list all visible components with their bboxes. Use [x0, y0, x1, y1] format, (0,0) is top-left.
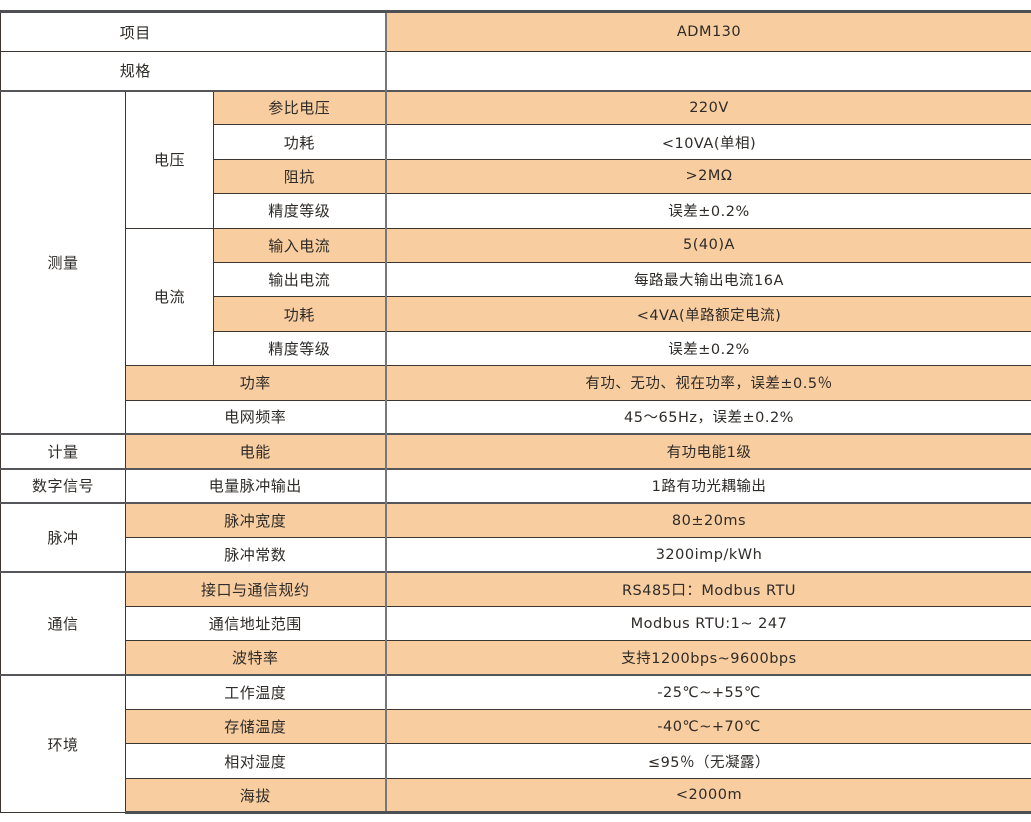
- item-label-cell: 相对湿度: [125, 743, 386, 779]
- section-cell-pulse: 脉冲: [0, 502, 126, 573]
- table-row: 环境 工作温度 -25℃~+55℃: [0, 674, 1031, 814]
- section-cell-digital-signal: 数字信号: [0, 467, 126, 504]
- item-label-cell: 参比电压: [213, 89, 386, 126]
- item-value-cell: 支持1200bps~9600bps: [384, 640, 1031, 676]
- table-row: 波特率 支持1200bps~9600bps: [1, 640, 1031, 676]
- item-label-cell: 输入电流: [213, 227, 386, 263]
- item-value-cell: ≤95％（无凝露）: [384, 743, 1031, 779]
- project-label-cell: 项目: [0, 10, 386, 52]
- table-row: 精度等级 误差±0.2%: [1, 193, 1031, 229]
- table-row: 测量 电压 参比电压 220V: [0, 89, 1031, 435]
- item-value-cell: -25℃~+55℃: [384, 674, 1031, 711]
- item-label-cell: 精度等级: [213, 193, 386, 229]
- table-row: 海拔 <2000m: [1, 777, 1031, 815]
- table-row: 计量 电能 有功电能1级: [0, 433, 1031, 470]
- section-cell-metering: 计量: [0, 433, 126, 470]
- item-label-cell: 接口与通信规约: [125, 570, 386, 607]
- item-value-cell: 5(40)A: [384, 227, 1031, 263]
- item-value-cell: <10VA(单相): [384, 124, 1031, 160]
- table-row: 脉冲常数 3200imp/kWh: [1, 537, 1031, 573]
- item-label-cell: 电能: [125, 433, 386, 470]
- group-cell-current: 电流: [125, 227, 214, 367]
- project-value-cell: ADM130: [384, 10, 1031, 52]
- item-value-cell: -40℃~+70℃: [384, 709, 1031, 745]
- item-label-cell: 通信地址范围: [125, 605, 386, 642]
- item-value-cell: 误差±0.2%: [384, 193, 1031, 229]
- table-row: 规格: [0, 51, 1031, 91]
- item-label-cell: 波特率: [125, 640, 386, 676]
- item-value-cell: >2MΩ: [384, 158, 1031, 195]
- item-label-cell: 电量脉冲输出: [125, 467, 386, 504]
- item-label-cell: 输出电流: [213, 261, 386, 298]
- item-label-cell: 功耗: [213, 296, 386, 332]
- item-label-cell: 脉冲宽度: [125, 502, 386, 539]
- table-row: 功率 有功、无功、视在功率，误差±0.5％: [1, 365, 1031, 401]
- item-label-cell: 存储温度: [125, 709, 386, 745]
- table-row: 数字信号 电量脉冲输出 1路有功光耦输出: [0, 467, 1031, 504]
- spec-label-cell: 规格: [0, 51, 386, 91]
- spec-value-cell: [384, 51, 1031, 91]
- table-row: 相对湿度 ≤95％（无凝露）: [1, 743, 1031, 779]
- table-row: 电网频率 45～65Hz，误差±0.2%: [1, 399, 1031, 435]
- item-value-cell: 有功电能1级: [384, 433, 1031, 470]
- item-label-cell: 功耗: [213, 124, 386, 160]
- item-label-cell: 精度等级: [213, 330, 386, 367]
- item-value-cell: 误差±0.2%: [384, 330, 1031, 367]
- table-row: 脉冲 脉冲宽度 80±20ms: [0, 502, 1031, 573]
- table-row: 阻抗 >2MΩ: [1, 158, 1031, 195]
- table-row: 存储温度 -40℃~+70℃: [1, 709, 1031, 745]
- item-value-cell: RS485口：Modbus RTU: [384, 570, 1031, 607]
- group-cell-voltage: 电压: [125, 89, 214, 229]
- item-label-cell: 阻抗: [213, 158, 386, 195]
- section-cell-measurement: 测量: [0, 89, 126, 435]
- table-row: 通信 接口与通信规约 RS485口：Modbus RTU: [0, 570, 1031, 676]
- table-row: 功耗 <10VA(单相): [1, 124, 1031, 160]
- section-cell-environment: 环境: [0, 674, 126, 814]
- table-row: 项目 ADM130: [0, 10, 1031, 52]
- item-label-cell: 脉冲常数: [125, 537, 386, 573]
- item-value-cell: <2000m: [384, 777, 1031, 815]
- item-label-cell: 工作温度: [125, 674, 386, 711]
- item-value-cell: Modbus RTU:1~ 247: [384, 605, 1031, 642]
- item-value-cell: 80±20ms: [384, 502, 1031, 539]
- table-row: 电流 输入电流 5(40)A: [1, 227, 1031, 367]
- item-label-cell: 海拔: [125, 777, 386, 815]
- item-value-cell: 220V: [384, 89, 1031, 126]
- section-cell-communication: 通信: [0, 570, 126, 676]
- item-value-cell: 有功、无功、视在功率，误差±0.5％: [384, 365, 1031, 401]
- item-value-cell: 每路最大输出电流16A: [384, 261, 1031, 298]
- table-row: 功耗 <4VA(单路额定电流): [1, 296, 1031, 332]
- item-label-cell: 电网频率: [125, 399, 386, 435]
- item-value-cell: 3200imp/kWh: [384, 537, 1031, 573]
- item-label-cell: 功率: [125, 365, 386, 401]
- item-value-cell: 1路有功光耦输出: [384, 467, 1031, 504]
- table-row: 通信地址范围 Modbus RTU:1~ 247: [1, 605, 1031, 642]
- item-value-cell: 45～65Hz，误差±0.2%: [384, 399, 1031, 435]
- item-value-cell: <4VA(单路额定电流): [384, 296, 1031, 332]
- spec-table: 项目 ADM130 规格 测量 电压 参比电压 220V 功耗 <10VA(单相…: [0, 10, 1031, 815]
